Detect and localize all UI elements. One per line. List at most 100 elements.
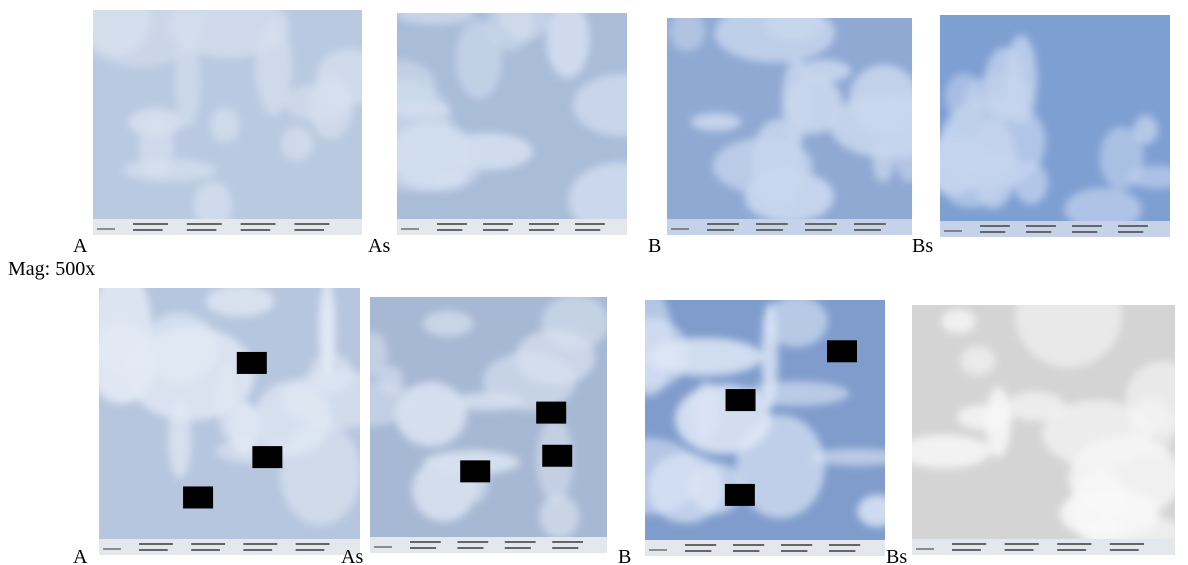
measurement-box <box>237 352 267 374</box>
info-text <box>1118 231 1143 233</box>
info-text <box>1118 225 1148 227</box>
particle <box>782 58 811 144</box>
info-text <box>139 543 173 545</box>
particle <box>691 113 741 131</box>
info-text <box>457 541 488 543</box>
particle <box>175 36 200 127</box>
particle <box>893 113 926 182</box>
info-text <box>483 223 513 225</box>
particle <box>285 84 353 121</box>
micrograph <box>324 295 609 553</box>
particle <box>210 107 240 143</box>
particle <box>986 387 1011 457</box>
info-bar <box>370 537 607 553</box>
particle <box>899 435 991 468</box>
particle <box>423 311 473 336</box>
panel-label: As <box>368 235 390 257</box>
particle <box>713 138 813 193</box>
info-text <box>1110 549 1139 551</box>
info-text <box>756 223 788 225</box>
info-text <box>529 229 554 231</box>
info-text <box>733 550 759 552</box>
micrograph <box>667 3 952 235</box>
measurement-box <box>542 445 572 467</box>
info-text <box>133 223 168 225</box>
info-text <box>529 223 559 225</box>
particle <box>1129 397 1174 456</box>
particle <box>168 402 191 479</box>
particle <box>857 495 897 527</box>
info-text <box>139 549 168 551</box>
particle <box>669 12 705 52</box>
particle <box>872 138 894 183</box>
particle <box>1015 262 1122 367</box>
info-text <box>805 223 837 225</box>
particle <box>395 2 474 25</box>
info-text <box>294 223 329 225</box>
info-text <box>980 225 1010 227</box>
micrograph-image <box>594 289 902 556</box>
figure: Mag: 500x AAsBBsAAsBBs <box>0 0 1188 565</box>
info-text <box>243 549 272 551</box>
info-text <box>1005 549 1034 551</box>
info-text <box>575 223 605 225</box>
micrograph <box>594 289 902 556</box>
micrograph-image <box>324 295 609 553</box>
particle <box>218 363 234 439</box>
info-bar <box>397 219 627 235</box>
panel-label: B <box>648 235 661 257</box>
info-text <box>952 549 981 551</box>
info-text <box>552 541 583 543</box>
info-text <box>296 549 325 551</box>
info-text <box>191 543 225 545</box>
panel-label: A <box>73 235 88 257</box>
panel-label: As <box>341 546 363 565</box>
info-text <box>707 229 734 231</box>
micrograph <box>918 15 1186 237</box>
info-bar <box>93 219 362 235</box>
info-text <box>805 229 832 231</box>
particle <box>573 74 677 137</box>
particle <box>352 80 452 163</box>
particle <box>433 171 466 190</box>
panel-label: B <box>618 546 631 565</box>
micrograph <box>899 262 1188 555</box>
info-text <box>1026 231 1051 233</box>
particle <box>205 285 274 316</box>
measurement-box <box>183 486 213 508</box>
micrograph <box>77 0 384 235</box>
info-text <box>1005 543 1039 545</box>
info-text <box>296 543 330 545</box>
info-text <box>829 544 860 546</box>
measurement-box <box>536 402 566 424</box>
info-text <box>294 229 324 231</box>
info-text <box>243 543 277 545</box>
micrograph-image <box>918 15 1186 237</box>
info-text <box>241 223 276 225</box>
info-text <box>685 544 716 546</box>
info-text <box>733 544 764 546</box>
particle <box>812 448 902 465</box>
panel-label: A <box>73 546 88 565</box>
info-text <box>437 223 467 225</box>
info-text <box>952 543 986 545</box>
info-text <box>980 231 1005 233</box>
particle <box>128 108 183 136</box>
info-text <box>410 547 436 549</box>
measurement-box <box>252 446 282 468</box>
particle <box>764 10 822 40</box>
info-text <box>437 229 462 231</box>
info-bar <box>667 219 912 235</box>
info-bar <box>99 539 360 555</box>
particle <box>613 317 689 389</box>
particle <box>281 127 313 161</box>
particle <box>280 422 361 526</box>
info-text <box>187 223 222 225</box>
micrograph <box>89 271 398 555</box>
panel-label: Bs <box>912 235 933 257</box>
info-bar <box>912 539 1175 555</box>
info-text <box>781 550 807 552</box>
info-text <box>1072 231 1097 233</box>
particle <box>675 384 771 454</box>
particle <box>594 438 702 514</box>
